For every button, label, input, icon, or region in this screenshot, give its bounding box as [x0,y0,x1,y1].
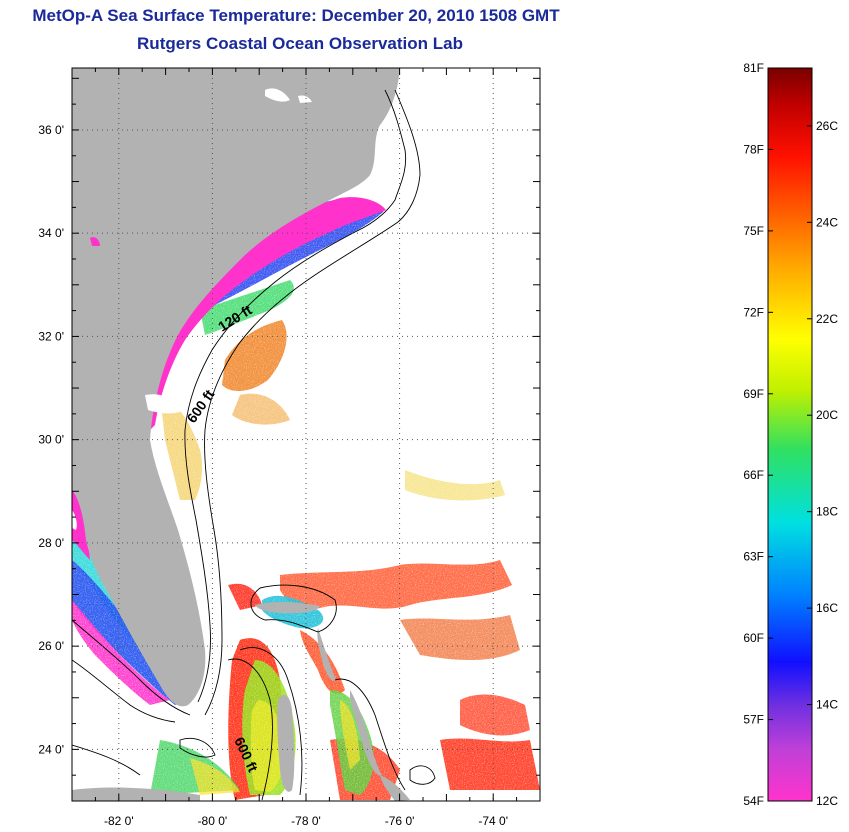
contour-cuba [72,744,141,776]
colorbar-c-label: 12C [816,794,838,808]
colorbar-c-label: 20C [816,408,838,422]
map-grid [72,68,540,801]
gulf-coast-cold-band [72,488,90,560]
colorbar-f-label: 69F [743,387,764,401]
colorbar-c-label: 22C [816,312,838,326]
colorbar-f-label: 75F [743,224,764,238]
land-mainland [72,68,400,707]
colorbar-f-label: 63F [743,550,764,564]
land-cuba [72,787,200,801]
inland-lake-patch [90,237,100,246]
contour-cay-sal [179,737,216,758]
colorbar-ramp [768,68,812,801]
map-title: MetOp-A Sea Surface Temperature: Decembe… [32,6,560,25]
coastal-cold-band [140,197,386,440]
contour-gulf [72,619,191,716]
colorbar-f-label: 60F [743,631,764,645]
x-tick-label: -78 0' [291,814,321,828]
inland-water [298,95,312,103]
y-tick-label: 26 0' [38,639,64,653]
colorbar-c-label: 14C [816,698,838,712]
y-tick-label: 28 0' [38,536,64,550]
colorbar-frame [767,67,813,802]
contour-eleuthera [334,678,406,791]
colorbar-c-label: 16C [816,601,838,615]
y-tick-label: 32 0' [38,329,64,343]
gulf-islet [72,510,77,530]
contour-gulf-2 [72,659,176,723]
land-andros-island [277,694,295,792]
contour-great-bahama-bank-west [239,647,303,796]
contour-600ft [204,89,421,716]
colorbar-f-label: 78F [743,142,764,156]
land-abaco [317,628,336,681]
y-tick-label: 24 0' [38,742,64,756]
bathymetry-contours [72,89,436,801]
y-tick-label: 36 0' [38,123,64,137]
colorbar-fahrenheit-labels: 81F 78F 75F 72F 69F 66F 63F 60F 57F 54F [743,61,773,808]
st-johns-river [145,394,185,414]
x-tick-label: -80 0' [198,814,228,828]
colorbar-c-label: 18C [816,505,838,519]
colorbar-f-label: 66F [743,468,764,482]
colorbar: 81F 78F 75F 72F 69F 66F 63F 60F 57F 54F 26C 24C 22C… [743,61,838,808]
map-subtitle: Rutgers Coastal Ocean Observation Lab [137,34,463,53]
colorbar-f-label: 81F [743,61,764,75]
map-panel: 120 ft 600 ft 600 ft [72,68,540,801]
contour-120ft [184,89,407,703]
colorbar-c-label: 26C [816,119,838,133]
x-tick-label: -76 0' [385,814,415,828]
colorbar-f-label: 54F [743,794,764,808]
land-eleuthera [350,690,382,776]
contour-great-bahama-bank-inner [227,658,273,801]
contour-little-bahama-bank [250,584,337,633]
land-grand-bahama [255,602,320,614]
land-cat-island [380,775,410,801]
colorbar-c-label: 24C [816,215,838,229]
contour-island [409,765,436,785]
inland-water [265,88,290,102]
colorbar-celsius-labels: 26C 24C 22C 20C 18C 16C 14C 12C [807,119,838,808]
colorbar-f-label: 57F [743,713,764,727]
colorbar-f-label: 72F [743,305,764,319]
y-tick-label: 30 0' [38,433,64,447]
x-tick-label: -74 0' [478,814,508,828]
y-tick-label: 34 0' [38,226,64,240]
x-tick-label: -82 0' [104,814,134,828]
map-axes: -82 0' -80 0' -78 0' -76 0' -74 0' 36 0' 34 0'… [38,68,541,828]
